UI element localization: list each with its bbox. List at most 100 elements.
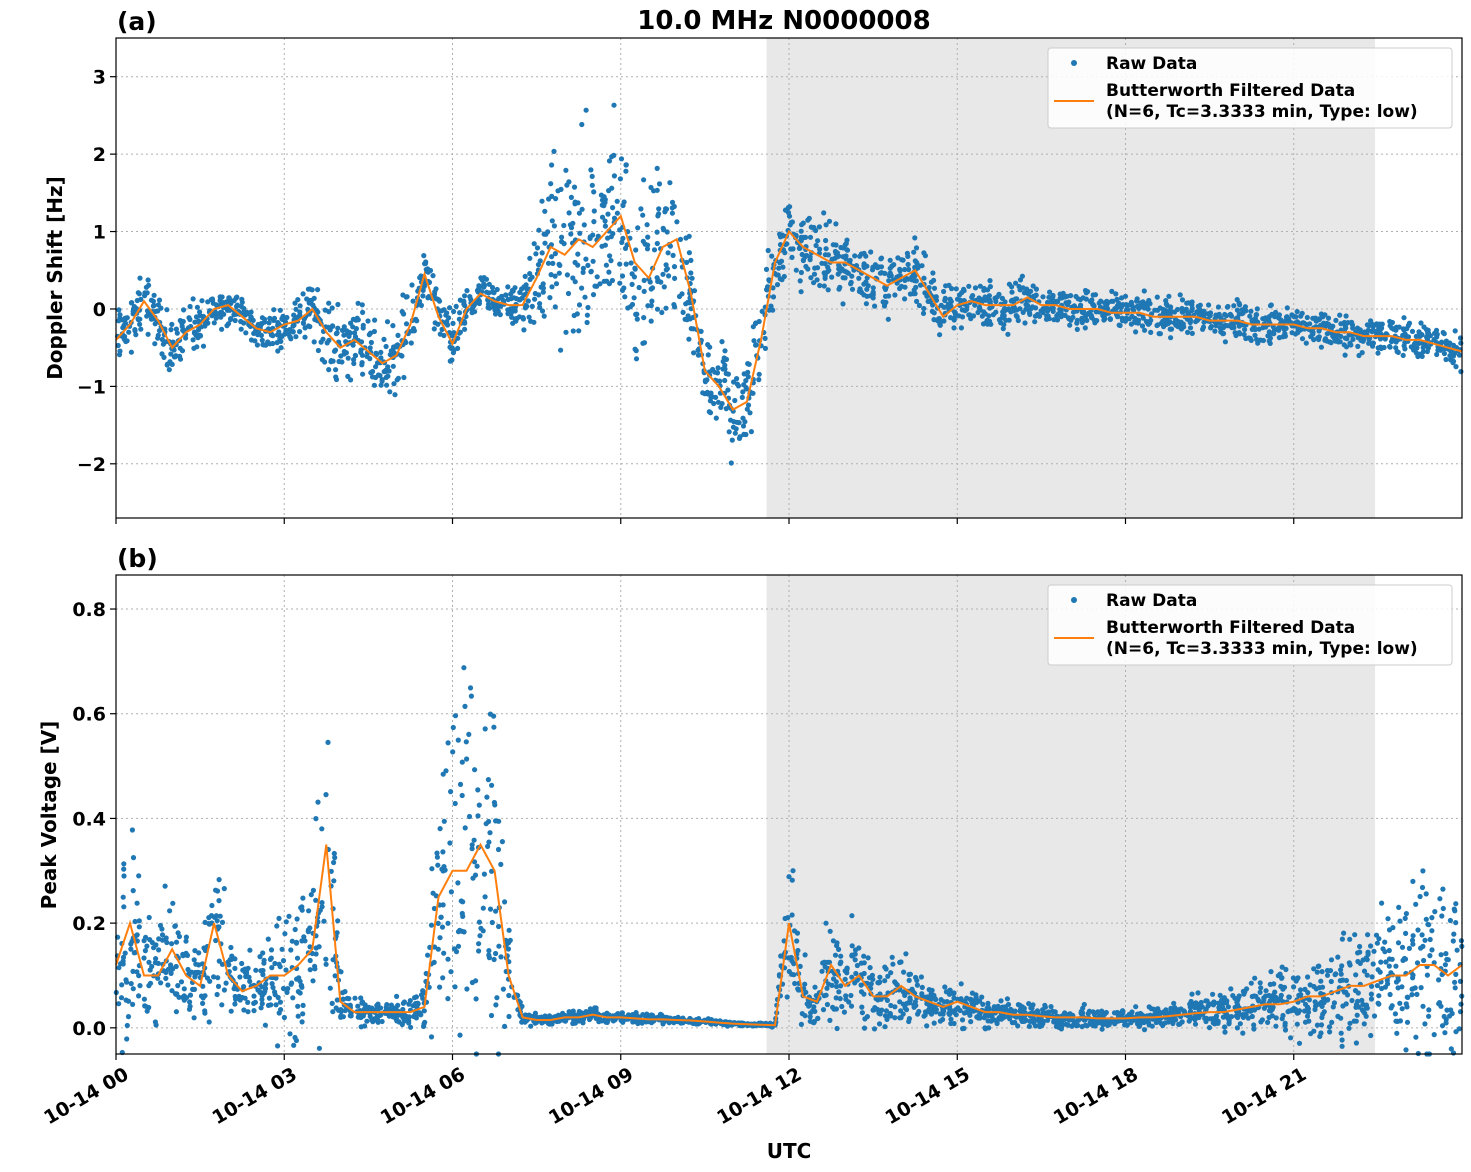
- raw-data-point: [1306, 997, 1312, 1003]
- raw-data-point: [494, 286, 500, 293]
- raw-data-point: [1179, 1019, 1185, 1025]
- raw-data-point: [832, 952, 839, 958]
- raw-data-point: [1282, 1027, 1289, 1033]
- raw-data-point: [904, 250, 911, 256]
- raw-data-point: [1134, 296, 1140, 302]
- raw-data-point: [635, 225, 641, 231]
- raw-data-point: [1146, 1022, 1152, 1028]
- raw-data-point: [463, 739, 469, 745]
- raw-data-point: [823, 222, 829, 228]
- raw-data-point: [802, 1013, 808, 1019]
- raw-data-point: [918, 974, 925, 980]
- raw-data-point: [810, 225, 817, 231]
- raw-data-point: [1419, 932, 1425, 938]
- raw-data-point: [433, 286, 439, 292]
- raw-data-point: [1045, 308, 1051, 314]
- raw-data-point: [1085, 289, 1091, 295]
- raw-data-point: [542, 240, 548, 246]
- raw-data-point: [512, 308, 518, 314]
- raw-data-point: [746, 361, 752, 367]
- raw-data-point: [436, 297, 442, 303]
- raw-data-point: [306, 908, 312, 914]
- raw-data-point: [966, 283, 972, 289]
- raw-data-point: [869, 267, 876, 273]
- raw-data-point: [1423, 891, 1429, 897]
- raw-data-point: [1125, 302, 1131, 308]
- raw-data-point: [1403, 1047, 1409, 1053]
- legend-raw-marker: [1071, 60, 1077, 66]
- raw-data-point: [572, 199, 578, 205]
- raw-data-point: [1369, 983, 1375, 989]
- raw-data-point: [549, 254, 555, 260]
- raw-data-point: [408, 1024, 414, 1030]
- raw-data-point: [1375, 1000, 1381, 1006]
- raw-data-point: [1338, 967, 1344, 973]
- raw-data-point: [1263, 324, 1269, 330]
- raw-data-point: [172, 354, 178, 360]
- raw-data-point: [1306, 1018, 1312, 1024]
- raw-data-point: [150, 303, 156, 309]
- raw-data-point: [333, 376, 340, 383]
- raw-data-point: [489, 782, 495, 788]
- raw-data-point: [1128, 1020, 1134, 1026]
- raw-data-point: [147, 937, 153, 943]
- raw-data-point: [780, 264, 786, 270]
- raw-data-point: [437, 826, 443, 832]
- raw-data-point: [276, 915, 282, 922]
- raw-data-point: [213, 887, 219, 893]
- raw-data-point: [887, 257, 893, 263]
- raw-data-point: [892, 1004, 898, 1010]
- raw-data-point: [769, 253, 775, 259]
- raw-data-point: [876, 1021, 883, 1027]
- raw-data-point: [319, 904, 325, 910]
- raw-data-point: [906, 977, 912, 984]
- raw-data-point: [1327, 1029, 1333, 1035]
- raw-data-point: [252, 999, 258, 1005]
- raw-data-point: [209, 902, 215, 909]
- raw-data-point: [1368, 943, 1374, 949]
- raw-data-point: [223, 980, 229, 986]
- raw-data-point: [486, 955, 492, 961]
- raw-data-point: [476, 941, 482, 947]
- raw-data-point: [175, 983, 181, 989]
- raw-data-point: [435, 920, 441, 927]
- raw-data-point: [672, 275, 678, 281]
- raw-data-point: [326, 337, 332, 343]
- raw-data-point: [275, 1043, 281, 1049]
- raw-data-point: [756, 318, 762, 325]
- raw-data-point: [377, 1005, 384, 1011]
- raw-data-point: [457, 781, 464, 788]
- raw-data-point: [1363, 1013, 1369, 1019]
- raw-data-point: [791, 972, 797, 978]
- raw-data-point: [819, 968, 825, 974]
- raw-data-point: [568, 225, 575, 231]
- raw-data-point: [441, 950, 447, 956]
- raw-data-point: [1370, 961, 1376, 967]
- raw-data-point: [1297, 987, 1304, 993]
- raw-data-point: [1044, 313, 1050, 319]
- raw-data-point: [1032, 319, 1038, 325]
- raw-data-point: [203, 320, 209, 326]
- raw-data-point: [327, 985, 333, 991]
- raw-data-point: [886, 293, 892, 299]
- raw-data-point: [1383, 959, 1389, 965]
- raw-data-point: [452, 984, 458, 990]
- raw-data-point: [247, 978, 253, 985]
- raw-data-point: [334, 930, 340, 936]
- raw-data-point: [241, 305, 247, 312]
- raw-data-point: [183, 938, 189, 944]
- raw-data-point: [1082, 1022, 1089, 1028]
- raw-data-point: [558, 347, 564, 353]
- raw-data-point: [388, 348, 394, 354]
- raw-data-point: [967, 1012, 973, 1018]
- raw-data-point: [645, 234, 651, 240]
- raw-data-point: [1255, 996, 1261, 1002]
- raw-data-point: [1352, 932, 1358, 938]
- raw-data-point: [961, 286, 967, 292]
- raw-data-point: [178, 979, 185, 985]
- raw-data-point: [1320, 999, 1327, 1005]
- raw-data-point: [877, 974, 883, 980]
- raw-data-point: [1148, 329, 1154, 335]
- raw-data-point: [145, 331, 151, 337]
- raw-data-point: [592, 1005, 598, 1011]
